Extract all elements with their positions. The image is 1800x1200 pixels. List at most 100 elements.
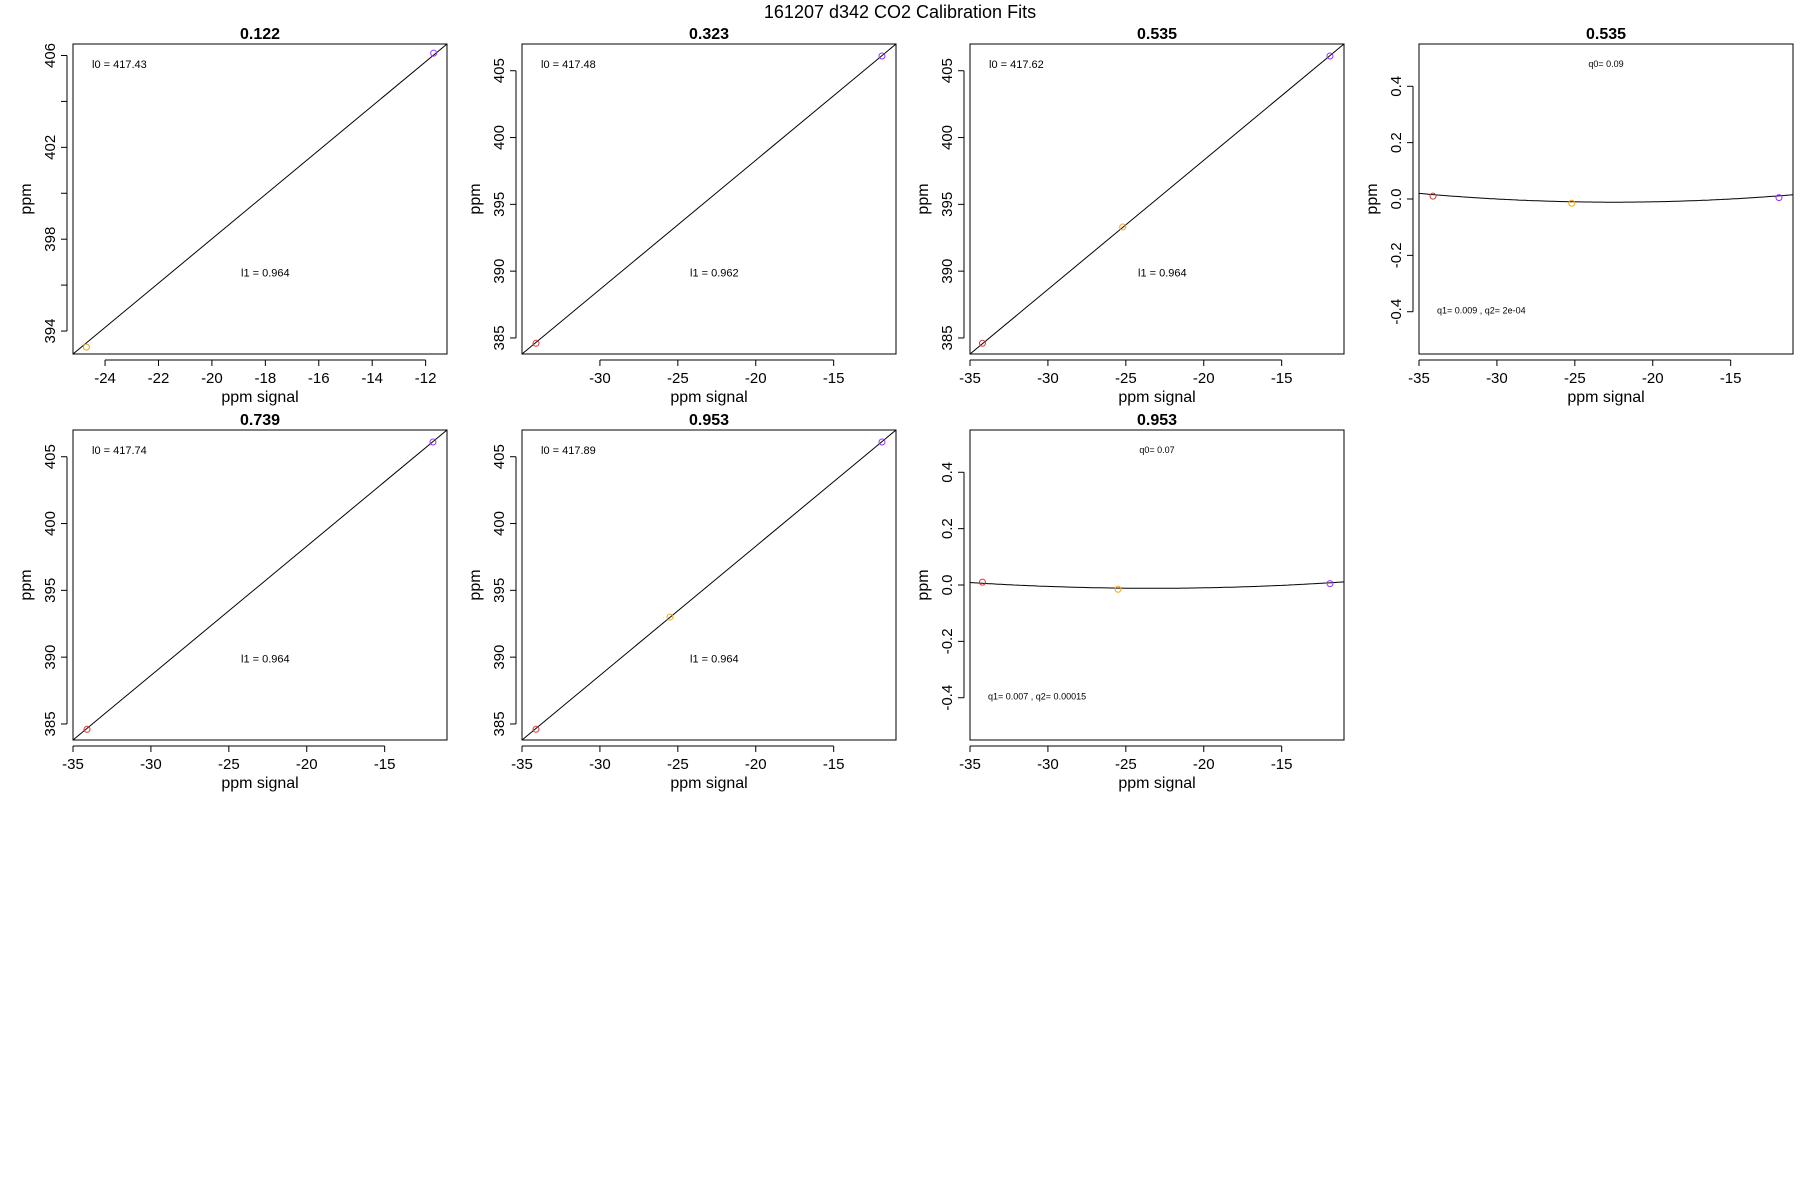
y-axis: -0.4 -0.2 0.0 0.2 0.4 ppm [915,462,965,711]
y-tick-label: 400 [491,511,508,536]
x-tick-label: -15 [1720,370,1742,387]
y-tick-label: 398 [42,227,59,252]
data-point [532,339,540,347]
y-axis: 385 390 395 400 405 ppm [467,444,517,736]
y-tick-label: -0.2 [1388,242,1405,268]
x-tick-label: -35 [959,756,981,773]
fit-annotation: l1 = 0.962 [690,268,739,280]
y-axis-label: ppm [1364,183,1381,214]
x-axis-label: ppm signal [1118,389,1195,406]
data-point [1326,580,1334,588]
y-axis: -0.4 -0.2 0.0 0.2 0.4 ppm [1364,76,1414,325]
fit-line [73,44,447,354]
fit-line [73,430,447,740]
x-axis-label: ppm signal [221,389,298,406]
chart-title: 0.122 [240,26,280,43]
chart-panel: 0.953 -35 -30 -25 -20 -15 ppm signal -0.4 -0.2 0.… [915,412,1345,792]
plot-frame [521,43,897,355]
x-tick-label: -15 [374,756,396,773]
fit-annotation: q1= 0.007 , q2= 0.00015 [988,692,1086,702]
chart-title: 0.739 [240,412,280,429]
x-axis: -30 -25 -20 -15 ppm signal [589,359,845,406]
y-axis-label: ppm [18,569,35,600]
y-tick-label: 0.2 [1388,132,1405,153]
plot-frame [969,43,1345,355]
x-tick-label: -30 [140,756,162,773]
x-tick-label: -12 [415,370,437,387]
chart-panel: 0.739 -35 -30 -25 -20 -15 ppm signal 385 390 395 4… [18,412,448,792]
y-tick-label: 0.4 [939,462,956,483]
fit-annotation: l0 = 417.62 [989,59,1044,71]
fit-line [522,44,896,354]
y-tick-label: 400 [939,125,956,150]
y-axis-label: ppm [467,569,484,600]
x-tick-label: -25 [218,756,240,773]
fit-annotation: l0 = 417.74 [92,445,147,457]
chart-panel: 0.323 -30 -25 -20 -15 ppm signal 385 390 395 400 4… [467,26,897,406]
fit-annotation: l0 = 417.48 [541,59,596,71]
x-tick-label: -15 [823,370,845,387]
data-point [878,52,886,60]
x-tick-label: -20 [1193,756,1215,773]
plot-frame [72,429,448,741]
chart-title: 0.535 [1137,26,1177,43]
x-axis-label: ppm signal [670,389,747,406]
plot-frame [969,429,1345,741]
plot-frame [1418,43,1794,355]
y-tick-label: 395 [491,578,508,603]
chart-title: 0.535 [1586,26,1626,43]
fit-line [970,581,1344,589]
data-point [978,339,986,347]
chart-panel: 0.535 -35 -30 -25 -20 -15 ppm signal 385 390 395 4… [915,26,1345,406]
data-point [1429,192,1437,200]
x-tick-label: -15 [823,756,845,773]
data-point [1119,223,1127,231]
data-point [1775,194,1783,202]
x-tick-label: -35 [959,370,981,387]
x-tick-label: -20 [745,756,767,773]
y-tick-label: 400 [491,125,508,150]
fit-annotation: l1 = 0.964 [1138,268,1187,280]
plot-frame [521,429,897,741]
y-axis: 394 398 402 406 ppm [18,43,68,344]
chart-panel: 0.953 -35 -30 -25 -20 -15 ppm signal 385 390 395 4… [467,412,897,792]
x-tick-label: -35 [1408,370,1430,387]
y-tick-label: 0.2 [939,518,956,539]
x-tick-label: -14 [361,370,383,387]
y-tick-label: 395 [42,578,59,603]
y-axis-label: ppm [915,569,932,600]
fit-annotation: q0= 0.07 [1139,445,1174,455]
y-axis-label: ppm [915,183,932,214]
y-tick-label: 0.4 [1388,76,1405,97]
fit-line [522,430,896,740]
data-point [532,725,540,733]
y-tick-label: 390 [491,259,508,284]
x-axis-label: ppm signal [221,775,298,792]
x-tick-label: -30 [1486,370,1508,387]
fit-annotation: q0= 0.09 [1588,59,1623,69]
y-tick-label: 385 [939,325,956,350]
x-axis: -35 -30 -25 -20 -15 ppm signal [62,745,396,792]
y-tick-label: 402 [42,135,59,160]
chart-title: 0.323 [689,26,729,43]
x-tick-label: -30 [1037,370,1059,387]
y-tick-label: 394 [42,319,59,344]
plot-frame [72,43,448,355]
fit-annotation: l1 = 0.964 [241,654,290,666]
x-tick-label: -35 [62,756,84,773]
data-point [878,438,886,446]
y-tick-label: 400 [42,511,59,536]
x-tick-label: -25 [667,756,689,773]
x-tick-label: -15 [1271,756,1293,773]
data-point [429,438,437,446]
x-tick-label: -20 [1642,370,1664,387]
x-axis-label: ppm signal [670,775,747,792]
chart-title: 0.953 [689,412,729,429]
x-axis: -35 -30 -25 -20 -15 ppm signal [1408,359,1742,406]
fit-line [970,44,1344,354]
data-point [1568,199,1576,207]
x-tick-label: -30 [589,370,611,387]
y-tick-label: 385 [491,711,508,736]
fit-annotation: l1 = 0.964 [241,268,290,280]
